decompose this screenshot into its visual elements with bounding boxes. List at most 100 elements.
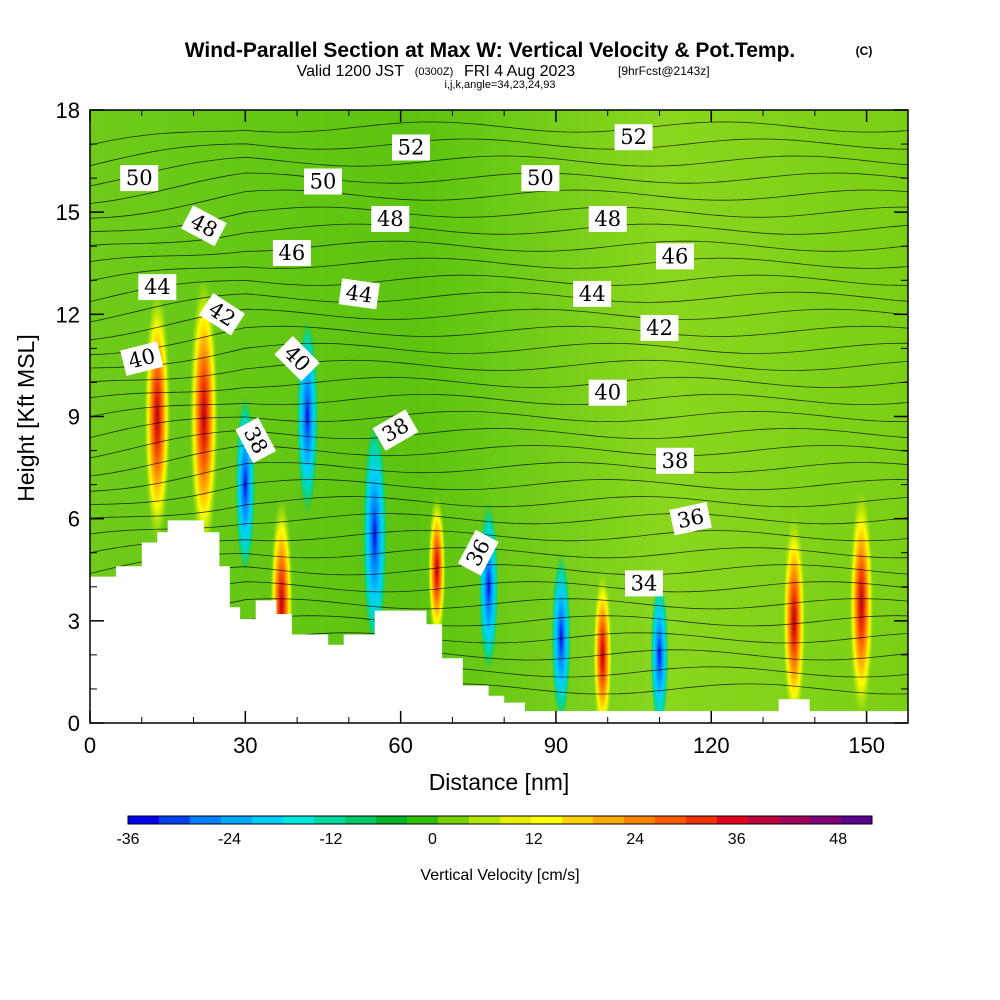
contour-label-text: 46 [279, 241, 306, 265]
valid-utc: (0300Z) [415, 66, 454, 78]
y-tick-label: 15 [56, 200, 80, 225]
theta-contour-line [90, 274, 908, 302]
contour-label-box [198, 293, 246, 336]
theta-contour-line [90, 496, 908, 519]
y-tick-label: 0 [68, 711, 80, 736]
y-tick-label: 9 [68, 405, 80, 430]
updraft-core-6 [849, 489, 874, 719]
contour-label-17: 40 [588, 379, 627, 406]
contour-label-text: 40 [594, 381, 621, 405]
colorbar-swatch [221, 816, 253, 824]
contour-label-12: 44 [573, 280, 612, 307]
contour-label-text: 42 [646, 316, 673, 340]
contour-label-23: 34 [625, 570, 663, 597]
x-tick-label: 60 [388, 733, 412, 758]
contour-label-text: 48 [594, 207, 621, 231]
theta-contour-line [90, 427, 908, 459]
contour-label-box [274, 335, 320, 382]
theta-contour-line [90, 359, 908, 383]
colorbar-swatch [531, 816, 563, 824]
colorbar-swatch [438, 816, 470, 824]
colorbar-tick-label: -24 [218, 831, 241, 848]
theta-contour-line [90, 138, 908, 167]
contour-label-1: 50 [304, 168, 342, 195]
colorbar-swatch [190, 816, 222, 824]
grid-params: i,j,k,angle=34,23,24,93 [444, 79, 555, 91]
colorbar-swatch [841, 816, 873, 824]
colorbar-swatch [655, 816, 687, 824]
theta-contour-line [90, 206, 908, 232]
theta-contour-line [90, 376, 908, 399]
colorbar-swatch [624, 816, 656, 824]
contour-label-box [640, 315, 679, 341]
colorbar-tick-label: 48 [829, 831, 847, 848]
x-axis-label: Distance [nm] [429, 769, 570, 795]
terrain [90, 520, 908, 723]
updraft-core-1 [189, 275, 219, 558]
contour-label-box [372, 409, 419, 451]
contour-label-text: 50 [126, 166, 153, 190]
contour-label-text: 50 [527, 166, 554, 190]
contour-label-box [521, 165, 560, 192]
colorbar: -36 -24 -12 0 12 24 36 48 [116, 815, 873, 848]
contour-label-box [304, 168, 342, 195]
contour-label-2: 50 [521, 165, 560, 192]
colorbar-tick-label: -12 [319, 831, 342, 848]
valid-time-line: Valid 1200 JST (0300Z) FRI 4 Aug 2023 [9… [297, 63, 710, 80]
theta-contour-line [90, 172, 908, 204]
contour-label-10: 44 [138, 274, 177, 301]
colorbar-swatch [128, 816, 160, 824]
contour-label-text: 34 [631, 571, 658, 595]
updraft-core-0 [144, 288, 171, 545]
contour-label-box [573, 280, 612, 307]
contour-label-box [272, 240, 311, 266]
contour-label-box [588, 379, 627, 406]
contour-label-7: 48 [588, 206, 627, 232]
theta-contour-line [90, 257, 908, 282]
contour-label-box [338, 278, 380, 310]
colorbar-swatch [748, 816, 780, 824]
x-tick-label: 120 [693, 733, 730, 758]
colorbar-swatch [345, 816, 377, 824]
colorbar-swatch [159, 816, 191, 824]
velocity-field [144, 275, 874, 723]
theta-contour-line [90, 410, 908, 438]
colorbar-swatch [283, 816, 315, 824]
downdraft-core-2 [362, 420, 387, 651]
x-tick-label: 150 [848, 733, 885, 758]
contour-label-box [371, 206, 410, 232]
colorbar-swatch [407, 816, 439, 824]
contour-label-box [656, 243, 694, 270]
contour-label-6: 48 [371, 206, 410, 232]
x-tick-label: 0 [84, 733, 96, 758]
contour-label-box [138, 274, 177, 301]
contour-label-text: 52 [398, 136, 425, 160]
contour-label-text: 36 [675, 504, 706, 533]
contour-label-3: 52 [392, 134, 430, 161]
x-tick-label: 30 [233, 733, 257, 758]
y-tick-label: 18 [56, 98, 80, 123]
contour-label-text: 38 [662, 449, 689, 473]
contour-label-4: 52 [614, 124, 653, 151]
downdraft-core-5 [650, 579, 669, 723]
theta-contour-line [90, 444, 908, 477]
theta-contour-line [90, 462, 908, 492]
theta-contour-line [90, 513, 908, 535]
colorbar-swatch [810, 816, 842, 824]
chart-title: Wind-Parallel Section at Max W: Vertical… [185, 39, 796, 62]
contour-label-box [120, 341, 164, 376]
forecast-info: [9hrFcst@2143z] [618, 64, 710, 78]
contour-label-box [120, 165, 159, 192]
theta-contour-line [90, 121, 908, 146]
colorbar-tick-label: 24 [626, 831, 644, 848]
colorbar-tick-label: 12 [525, 831, 543, 848]
contour-label-box [625, 570, 663, 597]
contour-label-box [235, 417, 277, 464]
colorbar-tick-label: -36 [116, 831, 139, 848]
y-axis-label: Height [Kft MSL] [13, 334, 39, 501]
contour-label-0: 50 [120, 165, 159, 192]
theta-contour-line [90, 189, 908, 219]
